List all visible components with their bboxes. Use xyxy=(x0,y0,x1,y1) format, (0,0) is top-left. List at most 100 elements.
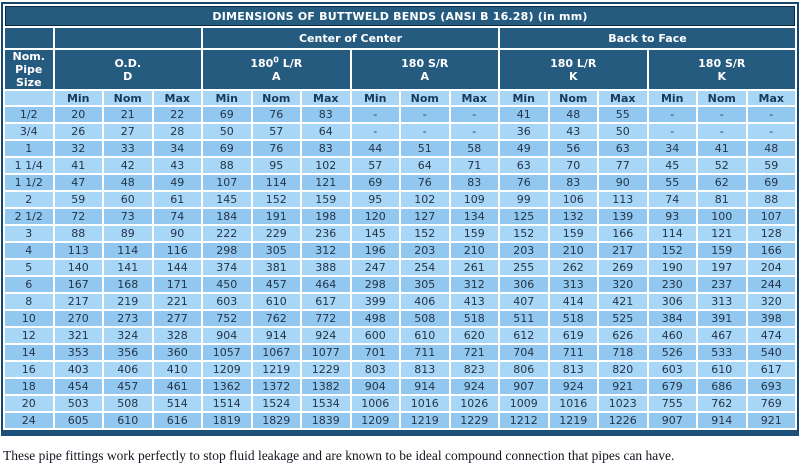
table-cell: 90 xyxy=(599,175,647,190)
table-cell: 474 xyxy=(747,328,795,343)
table-cell: - xyxy=(450,124,498,139)
group-label: 180 xyxy=(401,56,425,70)
table-title-row: DIMENSIONS OF BUTTWELD BENDS (ANSI B 16.… xyxy=(5,6,795,26)
table-cell: 526 xyxy=(648,345,696,360)
table-cell: 1077 xyxy=(302,345,350,360)
table-cell: 1534 xyxy=(302,396,350,411)
table-cell: 619 xyxy=(549,328,597,343)
table-cell: - xyxy=(648,107,696,122)
table-cell: 109 xyxy=(450,192,498,207)
table-cell: 1524 xyxy=(252,396,300,411)
group-label: O.D. xyxy=(114,56,142,70)
table-cell: 617 xyxy=(747,362,795,377)
group-label: S/R xyxy=(721,56,746,70)
table-cell: 1209 xyxy=(203,362,251,377)
table-cell: 813 xyxy=(549,362,597,377)
row-size-cell: 14 xyxy=(5,345,53,360)
table-cell: 626 xyxy=(599,328,647,343)
table-cell: - xyxy=(351,107,399,122)
table-cell: 49 xyxy=(500,141,548,156)
table-cell: - xyxy=(747,124,795,139)
table-cell: 610 xyxy=(401,328,449,343)
table-cell: 921 xyxy=(747,413,795,428)
nom-pipe-size-header: Nom. Pipe Size xyxy=(5,50,53,89)
table-cell: 518 xyxy=(450,311,498,326)
table-cell: 141 xyxy=(104,260,152,275)
table-cell: 711 xyxy=(549,345,597,360)
table-cell: 47 xyxy=(54,175,102,190)
table-cell: 106 xyxy=(549,192,597,207)
table-cell: 421 xyxy=(599,294,647,309)
table-cell: 76 xyxy=(500,175,548,190)
table-cell: 1229 xyxy=(302,362,350,377)
table-cell: 384 xyxy=(648,311,696,326)
column-subheader: Nom xyxy=(252,91,300,105)
row-size-cell: 2 1/2 xyxy=(5,209,53,224)
table-cell: 73 xyxy=(104,209,152,224)
table-cell: 99 xyxy=(500,192,548,207)
table-cell: 603 xyxy=(203,294,251,309)
table-cell: - xyxy=(351,124,399,139)
table-cell: 28 xyxy=(153,124,201,139)
table-cell: 914 xyxy=(401,379,449,394)
row-size-cell: 4 xyxy=(5,243,53,258)
table-cell: 305 xyxy=(401,277,449,292)
table-cell: 924 xyxy=(549,379,597,394)
lr-k-group-header: 180 L/R K xyxy=(500,50,647,89)
table-cell: 237 xyxy=(698,277,746,292)
table-row: 24 605 610 616 1819 1829 1839 1209 1219 1229 1212 1… xyxy=(5,413,795,428)
table-cell: 55 xyxy=(599,107,647,122)
table-cell: 219 xyxy=(104,294,152,309)
group-header-row: Nom. Pipe Size O.D. D 1800 L/R A 180 S/R… xyxy=(5,50,795,89)
table-row: 14 353 356 360 1057 1067 1077 701 711 721 704 711 71… xyxy=(5,345,795,360)
table-cell: 166 xyxy=(747,243,795,258)
group-label: L/R xyxy=(278,56,303,70)
table-cell: 1219 xyxy=(252,362,300,377)
spacer-cell xyxy=(5,28,53,48)
table-row: 18 454 457 461 1362 1372 1382 904 914 924 907 924 92… xyxy=(5,379,795,394)
table-row: 4 113 114 116 298 305 312 196 203 210 203 210 217 152… xyxy=(5,243,795,258)
table-cell: 74 xyxy=(648,192,696,207)
table-cell: 229 xyxy=(252,226,300,241)
center-of-center-header: Center of Center xyxy=(203,28,498,48)
table-row: 20 503 508 514 1514 1524 1534 1006 1016 1026 1009 1… xyxy=(5,396,795,411)
table-cell: 77 xyxy=(599,158,647,173)
table-cell: 305 xyxy=(252,243,300,258)
table-row: 1/2 20 21 22 69 76 83- - -41 48 55- - - xyxy=(5,107,795,122)
table-cell: 693 xyxy=(747,379,795,394)
table-cell: 1514 xyxy=(203,396,251,411)
table-cell: 144 xyxy=(153,260,201,275)
table-cell: 461 xyxy=(153,379,201,394)
table-cell: 261 xyxy=(450,260,498,275)
table-cell: 762 xyxy=(698,396,746,411)
table-cell: 704 xyxy=(500,345,548,360)
table-cell: 93 xyxy=(648,209,696,224)
table-cell: 89 xyxy=(104,226,152,241)
table-cell: 1839 xyxy=(302,413,350,428)
row-size-cell: 8 xyxy=(5,294,53,309)
table-cell: 610 xyxy=(252,294,300,309)
table-cell: 59 xyxy=(747,158,795,173)
table-cell: 88 xyxy=(747,192,795,207)
table-row: 10 270 273 277 752 762 772 498 508 518 511 518 525 38… xyxy=(5,311,795,326)
table-cell: 460 xyxy=(648,328,696,343)
table-cell: 718 xyxy=(599,345,647,360)
table-cell: 1016 xyxy=(549,396,597,411)
table-cell: 270 xyxy=(54,311,102,326)
table-cell: 269 xyxy=(599,260,647,275)
table-row: 1 1/4 41 42 43 88 95 102 57 64 71 63 70 77 45 52 59 xyxy=(5,158,795,173)
header-line: Pipe xyxy=(15,63,43,76)
table-cell: 907 xyxy=(648,413,696,428)
table-cell: 1372 xyxy=(252,379,300,394)
table-cell: 217 xyxy=(599,243,647,258)
table-cell: 83 xyxy=(302,107,350,122)
sr-k-group-header: 180 S/R K xyxy=(648,50,795,89)
table-cell: 198 xyxy=(302,209,350,224)
table-cell: 203 xyxy=(500,243,548,258)
table-cell: 1067 xyxy=(252,345,300,360)
table-cell: 69 xyxy=(747,175,795,190)
table-cell: 210 xyxy=(549,243,597,258)
table-cell: 244 xyxy=(747,277,795,292)
table-cell: - xyxy=(648,124,696,139)
table-cell: - xyxy=(450,107,498,122)
